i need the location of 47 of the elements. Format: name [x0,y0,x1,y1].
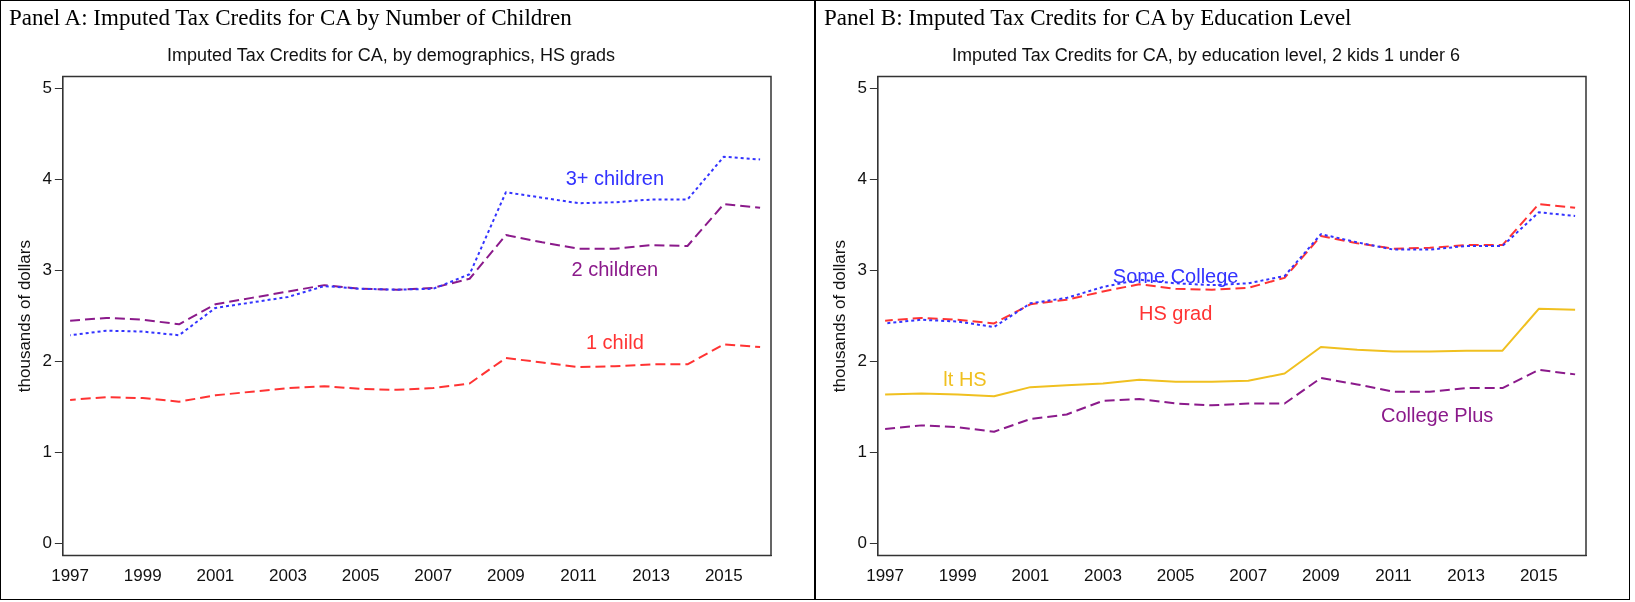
x-tick-label: 2003 [269,566,307,586]
x-tick-label: 2015 [1519,566,1558,586]
x-tick-label: 2009 [486,566,525,586]
x-tick-label: 2013 [632,566,671,586]
series-label: Some College [1112,265,1239,288]
x-tick-label: 2005 [341,566,380,586]
y-tick-label: 1 [42,442,52,462]
y-tick-label: 3 [42,260,52,280]
x-tick-label: 2013 [1447,566,1486,586]
y-tick-label: 2 [857,351,867,371]
x-tick-label: 2003 [1084,566,1122,586]
y-tick-label: 5 [42,78,52,98]
y-tick-label: 0 [857,533,867,553]
x-tick-label: 2001 [1011,566,1050,586]
y-tick-label: 3 [857,260,867,280]
x-tick-label: 2005 [1156,566,1195,586]
chart-title: Panel B: Imputed Tax Credits for CA by Education Level [823,4,1353,32]
x-tick-label: 2001 [196,566,235,586]
series-label: lt HS [943,368,987,391]
series-label: College Plus [1380,403,1494,426]
x-tick-label: 2009 [1301,566,1340,586]
y-axis-title: thousands of dollars [14,240,34,393]
line-series [884,368,1577,433]
line-series [69,203,762,326]
x-tick-label: 2011 [1375,566,1412,586]
x-tick-label: 2007 [1229,566,1268,586]
chart-subtitle: Imputed Tax Credits for CA, by demographics, HS grads [167,44,615,65]
chart-title: Panel A: Imputed Tax Credits for CA by Number of Children [8,4,573,32]
x-tick-label: 2007 [414,566,453,586]
x-tick-label: 2015 [704,566,743,586]
y-axis-title: thousands of dollars [829,240,849,393]
series-label: 2 children [571,258,659,281]
series-label: 1 child [585,330,644,353]
y-tick-label: 4 [42,169,52,189]
x-tick-label: 1997 [51,566,90,586]
y-tick-label: 2 [42,351,52,371]
series-label: 3+ children [565,167,665,190]
y-tick-label: 4 [857,169,867,189]
y-tick-label: 0 [42,533,52,553]
x-tick-label: 1999 [938,566,977,586]
x-tick-label: 2011 [560,566,597,586]
series-label: HS grad [1138,301,1213,324]
y-tick-label: 5 [857,78,867,98]
x-tick-label: 1999 [123,566,162,586]
x-tick-label: 1997 [866,566,905,586]
y-tick-label: 1 [857,442,867,462]
chart-subtitle: Imputed Tax Credits for CA, by education level, 2 kids 1 under 6 [952,44,1460,65]
